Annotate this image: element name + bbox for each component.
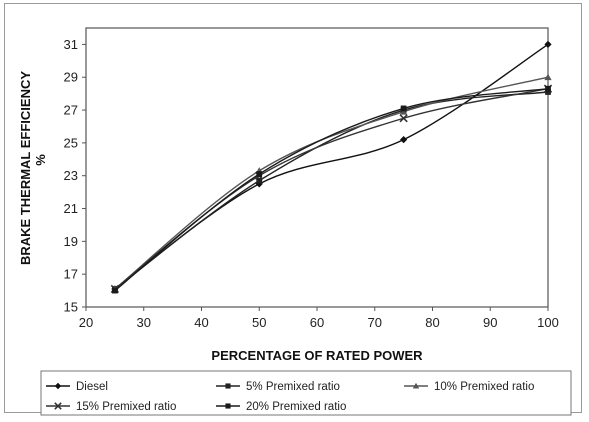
- data-point-series-2: [544, 73, 552, 81]
- data-point-series-1: [545, 89, 551, 95]
- y-tick-label: 23: [64, 168, 78, 183]
- series-lines: [114, 43, 549, 292]
- x-tick-label: 100: [537, 315, 559, 330]
- legend-label: 5% Premixed ratio: [246, 381, 340, 393]
- series-line-1: [114, 91, 549, 290]
- y-tick-label: 31: [64, 37, 78, 52]
- data-point-series-0: [400, 136, 408, 144]
- x-tick-label: 80: [425, 315, 439, 330]
- y-axis-unit: %: [33, 154, 48, 166]
- y-tick-label: 27: [64, 103, 78, 118]
- x-tick-label: 20: [79, 315, 93, 330]
- legend-swatch-marker: [225, 383, 231, 389]
- x-tick-label: 50: [252, 315, 266, 330]
- legend-label: 20% Premixed ratio: [246, 401, 346, 413]
- legend-label: 10% Premixed ratio: [434, 381, 534, 393]
- data-point-series-2: [400, 108, 408, 115]
- legend-box: [40, 370, 572, 416]
- legend-label: 15% Premixed ratio: [76, 401, 176, 413]
- legend-swatch-marker: [54, 402, 62, 410]
- x-axis-ticks: 20 30 40 50 60 70 80 90 100: [79, 307, 559, 330]
- y-tick-label: 21: [64, 201, 78, 216]
- x-tick-label: 70: [368, 315, 382, 330]
- y-tick-label: 29: [64, 70, 78, 85]
- x-tick-label: 90: [483, 315, 497, 330]
- series-line-4: [114, 88, 549, 292]
- y-tick-label: 19: [64, 234, 78, 249]
- data-point-series-4: [256, 171, 263, 177]
- legend-swatch-marker: [54, 382, 62, 390]
- legend: Diesel 5% Premixed ratio 10% Premixed rati…: [46, 381, 534, 413]
- series-markers: [110, 40, 553, 294]
- data-point-series-3: [399, 114, 408, 123]
- data-point-series-4: [545, 85, 551, 92]
- data-point-series-0: [544, 40, 552, 49]
- x-axis-title: PERCENTAGE OF RATED POWER: [211, 348, 423, 363]
- x-tick-label: 40: [194, 315, 208, 330]
- data-point-series-4: [111, 287, 118, 294]
- data-point-series-1: [256, 177, 263, 184]
- data-point-series-4: [400, 105, 407, 112]
- x-tick-label: 30: [137, 315, 151, 330]
- y-tick-label: 25: [64, 135, 78, 150]
- legend-swatch-marker: [225, 403, 231, 409]
- y-tick-label: 15: [64, 300, 78, 315]
- legend-label: Diesel: [76, 381, 108, 393]
- x-tick-label: 60: [310, 315, 324, 330]
- y-axis-ticks: 15 17 19 21 23 25 27 29 31: [64, 37, 86, 315]
- legend-swatch-marker: [412, 382, 420, 389]
- y-axis-title: BRAKE THERMAL EFFICIENCY: [18, 71, 33, 265]
- y-tick-label: 17: [64, 267, 78, 282]
- plot-area: [85, 27, 549, 308]
